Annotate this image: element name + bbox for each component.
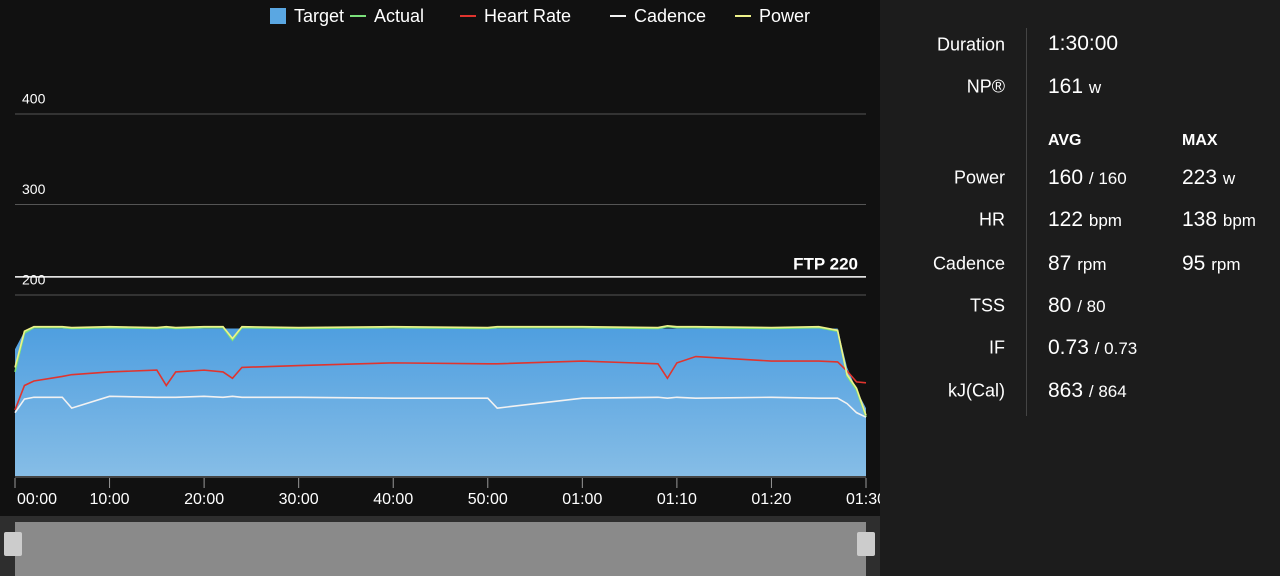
stat-avg-number: 160 <box>1048 166 1084 189</box>
x-tick-label: 01:00 <box>562 491 602 508</box>
divider <box>1026 28 1027 416</box>
stat-avg-number: 863 <box>1048 379 1084 402</box>
stat-avg-unit: / 80 <box>1077 297 1106 316</box>
stat-max-unit: rpm <box>1211 255 1241 274</box>
stat-avg-number: 122 <box>1048 208 1084 231</box>
stat-avg-unit: bpm <box>1088 211 1122 230</box>
stat-avg-number: 87 <box>1048 252 1072 275</box>
stat-avg-number: 0.73 <box>1048 336 1089 359</box>
scrubber-handle-right[interactable] <box>857 532 875 556</box>
legend-label: Cadence <box>634 6 706 26</box>
x-tick-label: 40:00 <box>373 491 413 508</box>
stat-label: kJ(Cal) <box>948 380 1005 401</box>
stat-max: 138 bpm <box>1182 208 1256 232</box>
x-tick-label: 20:00 <box>184 491 224 508</box>
stat-avg: 160 / 160 <box>1048 166 1127 190</box>
scrubber-handle-left[interactable] <box>4 532 22 556</box>
target-area <box>15 328 866 476</box>
y-tick-label: 400 <box>22 91 46 107</box>
stat-max: 95 rpm <box>1182 252 1240 276</box>
stat-avg: 80 / 80 <box>1048 294 1106 318</box>
stat-label: NP® <box>966 76 1005 97</box>
legend-label: Heart Rate <box>484 6 571 26</box>
stat-avg-unit: rpm <box>1077 255 1107 274</box>
stat-avg-unit: / 864 <box>1088 382 1127 401</box>
x-tick-label: 10:00 <box>90 491 130 508</box>
stat-max-number: 95 <box>1182 252 1206 275</box>
series-line <box>14 355 867 411</box>
column-header: MAX <box>1182 132 1218 149</box>
stat-label: HR <box>979 209 1005 230</box>
series-line <box>14 395 867 418</box>
x-tick-label: 01:20 <box>751 491 791 508</box>
y-tick-label: 300 <box>22 181 46 197</box>
stat-label: Cadence <box>932 253 1005 274</box>
stat-avg: 87 rpm <box>1048 252 1106 276</box>
stat-avg-number: 80 <box>1048 294 1072 317</box>
x-tick-label: 30:00 <box>279 491 319 508</box>
x-tick-label: 50:00 <box>468 491 508 508</box>
stat-value-unit: w <box>1088 78 1102 97</box>
stat-max-number: 223 <box>1182 166 1218 189</box>
legend-label: Actual <box>374 6 424 26</box>
stat-value: 1:30:00 <box>1048 32 1118 56</box>
stat-value-number: 161 <box>1048 75 1084 98</box>
x-tick-label: 01:10 <box>657 491 697 508</box>
stat-avg-unit: / 0.73 <box>1094 339 1138 358</box>
series-line <box>14 325 867 418</box>
stat-value-number: 1:30:00 <box>1048 32 1119 55</box>
stat-label: Duration <box>936 34 1005 55</box>
stat-max-unit: w <box>1222 169 1236 188</box>
legend-label: Target <box>294 6 344 26</box>
stats-panel: Duration 1:30:00 NP® 161 w AVG MAX Power 160 / … <box>880 0 1280 576</box>
stat-avg: 863 / 864 <box>1048 379 1127 403</box>
stat-avg: 122 bpm <box>1048 208 1122 232</box>
ftp-label: FTP 220 <box>793 254 858 273</box>
stat-label: Power <box>953 167 1005 188</box>
stat-max: 223 w <box>1182 166 1235 190</box>
stat-max-number: 138 <box>1182 208 1218 231</box>
x-tick-label: 01:30 <box>846 491 880 508</box>
x-tick-label: 00:00 <box>17 491 57 508</box>
stat-label: IF <box>989 337 1005 358</box>
stat-avg-unit: / 160 <box>1088 169 1127 188</box>
legend-label: Power <box>759 6 810 26</box>
stat-value: 161 w <box>1048 75 1101 99</box>
stat-avg: 0.73 / 0.73 <box>1048 336 1137 360</box>
series-line <box>14 324 867 416</box>
y-tick-label: 200 <box>22 272 46 288</box>
legend-swatch <box>270 8 286 24</box>
stat-label: TSS <box>969 295 1005 316</box>
chart-background <box>0 0 880 576</box>
chart: 200 300 400 FTP 220 00:00 10:00 20:00 30:00 40:0… <box>0 0 880 576</box>
scrubber-range[interactable] <box>15 522 866 576</box>
column-header: AVG <box>1048 132 1082 149</box>
stat-max-unit: bpm <box>1222 211 1256 230</box>
